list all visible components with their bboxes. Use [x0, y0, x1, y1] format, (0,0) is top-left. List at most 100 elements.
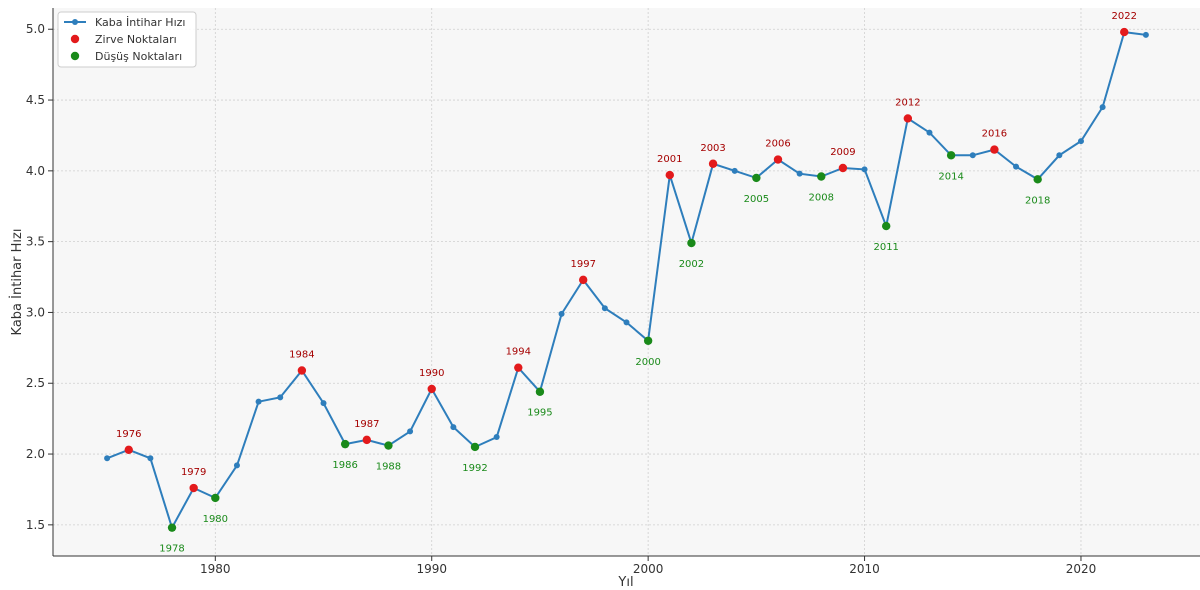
- point-labels: 1976 1978 1979 1980 1984 1986 1987 1988 1990 1992…: [116, 11, 1137, 555]
- legend-label: Zirve Noktaları: [95, 33, 177, 46]
- trough-point: [817, 172, 826, 181]
- peak-label: 1987: [354, 419, 379, 430]
- trough-label: 1992: [462, 463, 487, 474]
- trough-label: 2008: [809, 193, 834, 204]
- trough-label: 1995: [527, 408, 552, 419]
- peak-point: [579, 275, 588, 285]
- peak-point: [362, 435, 372, 445]
- peak-label: 2016: [982, 129, 1007, 140]
- trough-label: 2011: [873, 242, 898, 253]
- trough-label: 2000: [635, 357, 660, 368]
- peak-point: [708, 159, 718, 168]
- peak-point: [665, 170, 674, 180]
- data-point: [1013, 163, 1020, 170]
- data-point: [104, 455, 111, 462]
- data-point: [1056, 152, 1063, 159]
- data-point: [407, 428, 414, 435]
- data-point: [969, 152, 976, 159]
- x-tick-label: 2000: [633, 562, 664, 576]
- y-tick-label: 1.5: [26, 518, 45, 532]
- data-point: [320, 400, 327, 407]
- trough-point: [470, 442, 480, 452]
- data-point: [558, 310, 565, 317]
- data-point: [1142, 31, 1149, 38]
- peak-point: [903, 114, 913, 123]
- y-tick-label: 3.0: [26, 305, 45, 319]
- plot-area: [53, 8, 1200, 556]
- legend-trough-marker: [70, 51, 80, 61]
- data-point: [1077, 138, 1084, 145]
- trough-label: 2014: [938, 171, 963, 182]
- trough-point: [687, 238, 696, 248]
- x-tick-label: 1990: [416, 562, 447, 576]
- legend-line-dot: [72, 19, 78, 25]
- legend-box: [57, 11, 197, 68]
- peak-point: [297, 366, 307, 375]
- trough-point: [1033, 175, 1042, 184]
- y-axis-label: Kaba İntihar Hızı: [9, 229, 25, 336]
- peak-label: 2006: [765, 139, 790, 150]
- peak-label: 2009: [830, 147, 855, 158]
- legend: Kaba İntihar Hızı Zirve Noktaları Düşüş No…: [57, 11, 197, 68]
- peak-point: [838, 163, 848, 173]
- trough-point: [881, 221, 891, 231]
- peak-label: 2001: [657, 154, 682, 165]
- trough-point: [384, 441, 393, 450]
- legend-label: Kaba İntihar Hızı: [95, 16, 185, 29]
- x-tick-label: 2020: [1066, 562, 1097, 576]
- grid: [53, 8, 1200, 556]
- trough-point: [752, 173, 761, 183]
- data-point: [731, 167, 738, 174]
- data-point: [601, 305, 608, 312]
- data-points: [104, 27, 1149, 532]
- x-tick-label: 2010: [849, 562, 880, 576]
- trough-label: 1986: [332, 460, 357, 471]
- peak-label: 1990: [419, 368, 444, 379]
- x-axis-label: Yıl: [617, 575, 633, 590]
- trough-label: 2005: [744, 194, 769, 205]
- y-tick-label: 3.5: [26, 235, 45, 249]
- peak-label: 2012: [895, 97, 920, 108]
- y-tick-label: 5.0: [26, 22, 45, 36]
- peak-label: 1979: [181, 467, 206, 478]
- peak-point: [189, 483, 198, 493]
- peak-point: [990, 145, 999, 154]
- y-tick-label: 4.0: [26, 164, 45, 178]
- trough-label: 1980: [203, 514, 228, 525]
- peak-label: 1994: [506, 347, 531, 358]
- trough-label: 2018: [1025, 195, 1050, 206]
- data-point: [926, 129, 933, 136]
- peak-label: 2022: [1112, 11, 1137, 22]
- trough-point: [643, 336, 653, 345]
- trough-point: [167, 523, 177, 532]
- data-point: [450, 424, 457, 431]
- axes: 1980 1990 2000 2010 2020 1.5 2.0 2.5 3.0 3.5 4.0 4.…: [26, 8, 1200, 576]
- y-tick-label: 4.5: [26, 93, 45, 107]
- peak-point: [1120, 27, 1129, 37]
- data-point: [255, 398, 262, 405]
- y-tick-label: 2.5: [26, 376, 45, 390]
- data-point: [277, 394, 284, 401]
- data-point: [233, 462, 240, 469]
- peak-point: [124, 445, 133, 454]
- peak-label: 2003: [700, 143, 725, 154]
- peak-label: 1976: [116, 429, 141, 440]
- trough-label: 1978: [159, 544, 184, 555]
- peak-point: [514, 363, 523, 372]
- data-point: [796, 170, 803, 177]
- legend-peak-marker: [70, 34, 80, 44]
- trough-label: 1988: [376, 462, 401, 473]
- data-point: [493, 434, 500, 441]
- data-point: [147, 455, 154, 462]
- data-point: [861, 166, 868, 173]
- data-point: [1099, 104, 1106, 111]
- trough-point: [340, 439, 350, 449]
- x-tick-label: 1980: [200, 562, 231, 576]
- trough-label: 2002: [679, 259, 704, 270]
- peak-point: [427, 384, 436, 394]
- trough-point: [535, 387, 545, 396]
- trough-point: [946, 151, 956, 160]
- peak-label: 1984: [289, 350, 314, 361]
- peak-label: 1997: [570, 259, 595, 270]
